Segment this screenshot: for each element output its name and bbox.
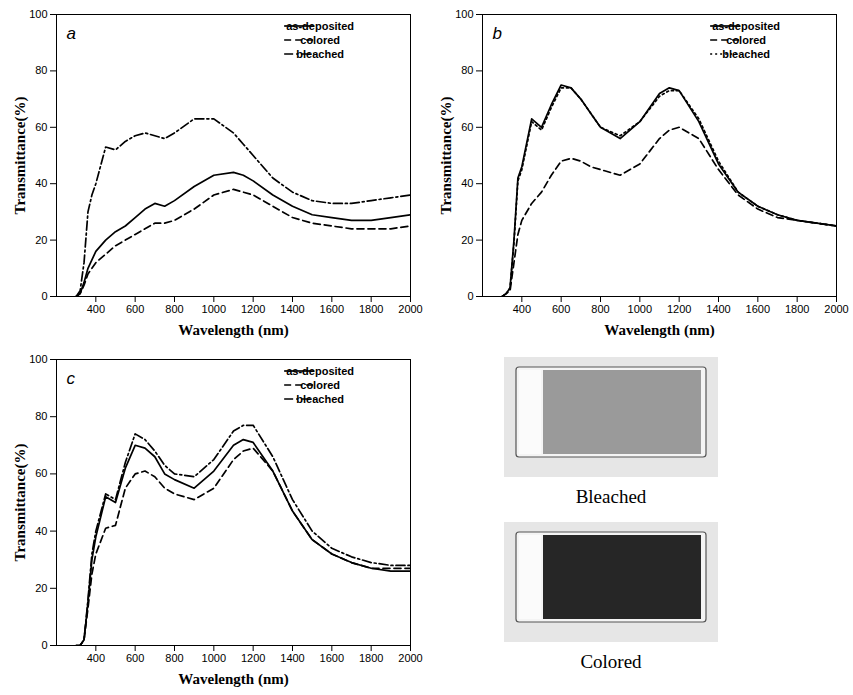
svg-text:0: 0 [467, 290, 473, 302]
svg-text:400: 400 [87, 303, 105, 315]
svg-text:1200: 1200 [241, 652, 265, 664]
svg-text:Wavelength (nm): Wavelength (nm) [604, 322, 714, 339]
svg-text:600: 600 [552, 303, 570, 315]
svg-text:100: 100 [455, 8, 473, 20]
svg-text:a: a [67, 24, 76, 43]
svg-text:1200: 1200 [241, 303, 265, 315]
svg-text:bleached: bleached [296, 393, 344, 405]
svg-text:40: 40 [35, 525, 47, 537]
svg-text:c: c [67, 369, 76, 388]
svg-text:1000: 1000 [628, 303, 652, 315]
svg-text:colored: colored [300, 34, 340, 46]
svg-text:80: 80 [461, 64, 473, 76]
svg-text:60: 60 [35, 467, 47, 479]
svg-text:as-deposited: as-deposited [712, 20, 780, 32]
svg-text:b: b [493, 24, 502, 43]
svg-text:1000: 1000 [202, 303, 226, 315]
svg-text:as-deposited: as-deposited [286, 365, 354, 377]
svg-text:2000: 2000 [398, 303, 422, 315]
svg-text:20: 20 [35, 234, 47, 246]
svg-text:20: 20 [35, 582, 47, 594]
svg-text:2000: 2000 [824, 303, 848, 315]
svg-text:600: 600 [126, 303, 144, 315]
svg-text:1000: 1000 [202, 652, 226, 664]
svg-text:Bleached: Bleached [576, 486, 647, 507]
svg-text:40: 40 [461, 177, 473, 189]
svg-text:Wavelength (nm): Wavelength (nm) [178, 322, 288, 339]
svg-text:as-deposited: as-deposited [286, 20, 354, 32]
svg-text:1800: 1800 [359, 652, 383, 664]
svg-text:bleached: bleached [296, 48, 344, 60]
svg-text:1400: 1400 [706, 303, 730, 315]
svg-text:60: 60 [35, 121, 47, 133]
svg-text:800: 800 [591, 303, 609, 315]
svg-text:1400: 1400 [280, 652, 304, 664]
svg-text:1600: 1600 [746, 303, 770, 315]
svg-text:60: 60 [461, 121, 473, 133]
svg-text:colored: colored [726, 34, 766, 46]
svg-text:colored: colored [300, 379, 340, 391]
svg-text:100: 100 [29, 353, 47, 365]
svg-text:1400: 1400 [280, 303, 304, 315]
svg-text:Transmittance(%): Transmittance(%) [12, 96, 29, 214]
svg-text:100: 100 [29, 8, 47, 20]
svg-text:80: 80 [35, 64, 47, 76]
svg-text:1600: 1600 [320, 652, 344, 664]
svg-text:400: 400 [513, 303, 531, 315]
svg-text:600: 600 [126, 652, 144, 664]
svg-text:20: 20 [461, 234, 473, 246]
svg-text:2000: 2000 [398, 652, 422, 664]
svg-text:Transmittance(%): Transmittance(%) [438, 96, 455, 214]
svg-text:Colored: Colored [580, 651, 642, 672]
svg-text:80: 80 [35, 410, 47, 422]
svg-text:1800: 1800 [359, 303, 383, 315]
svg-text:800: 800 [165, 303, 183, 315]
svg-text:1600: 1600 [320, 303, 344, 315]
svg-text:400: 400 [87, 652, 105, 664]
svg-text:40: 40 [35, 177, 47, 189]
svg-text:0: 0 [41, 290, 47, 302]
svg-text:Wavelength (nm): Wavelength (nm) [178, 671, 288, 688]
svg-text:800: 800 [165, 652, 183, 664]
svg-text:bleached: bleached [722, 48, 770, 60]
svg-text:1800: 1800 [785, 303, 809, 315]
svg-text:1200: 1200 [667, 303, 691, 315]
svg-text:Transmittance(%): Transmittance(%) [12, 443, 29, 561]
svg-text:0: 0 [41, 639, 47, 651]
